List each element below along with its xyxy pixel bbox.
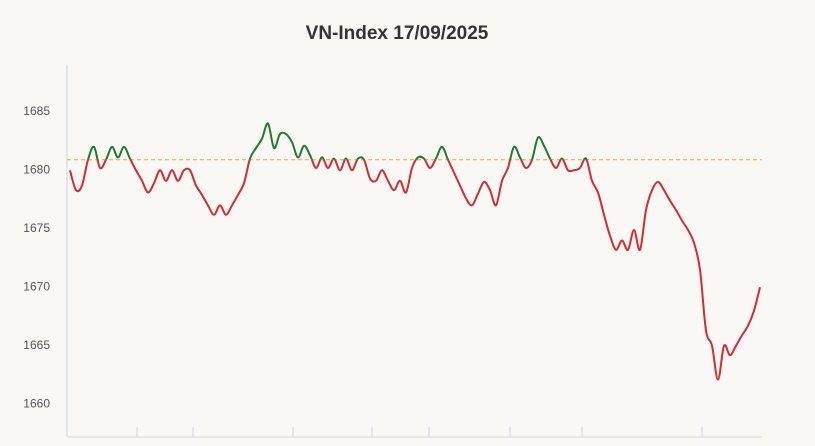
- y-tick-label: 1685: [23, 104, 50, 118]
- price-line: [69, 159, 761, 381]
- y-tick-label: 1675: [23, 221, 50, 235]
- y-tick-label: 1680: [23, 162, 50, 176]
- y-tick-label: 1670: [23, 279, 50, 293]
- y-tick-label: 1665: [23, 338, 50, 352]
- chart-title: VN-Index 17/09/2025: [306, 23, 489, 44]
- y-tick-label: 1660: [23, 396, 50, 410]
- x-ticks: [136, 427, 703, 437]
